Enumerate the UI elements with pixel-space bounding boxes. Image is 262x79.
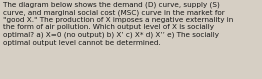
Text: The diagram below shows the demand (D) curve, supply (S)
curve, and marginal soc: The diagram below shows the demand (D) c… [3,1,233,46]
